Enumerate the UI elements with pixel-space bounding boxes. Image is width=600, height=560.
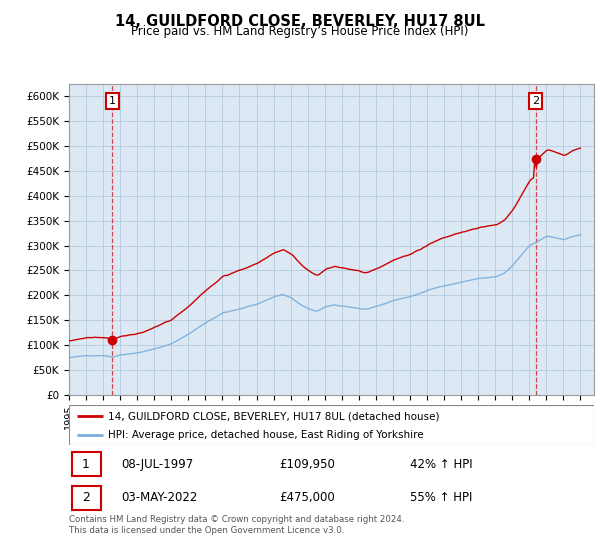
Text: 14, GUILDFORD CLOSE, BEVERLEY, HU17 8UL (detached house): 14, GUILDFORD CLOSE, BEVERLEY, HU17 8UL … xyxy=(109,411,440,421)
Text: 1: 1 xyxy=(109,96,116,106)
Text: 55% ↑ HPI: 55% ↑ HPI xyxy=(410,491,473,505)
Text: Contains HM Land Registry data © Crown copyright and database right 2024.
This d: Contains HM Land Registry data © Crown c… xyxy=(69,515,404,535)
Text: 14, GUILDFORD CLOSE, BEVERLEY, HU17 8UL: 14, GUILDFORD CLOSE, BEVERLEY, HU17 8UL xyxy=(115,14,485,29)
Text: HPI: Average price, detached house, East Riding of Yorkshire: HPI: Average price, detached house, East… xyxy=(109,430,424,440)
Bar xyxy=(71,452,101,477)
Text: 2: 2 xyxy=(82,491,90,505)
Text: 1: 1 xyxy=(82,458,90,471)
Text: £475,000: £475,000 xyxy=(279,491,335,505)
Text: 2: 2 xyxy=(532,96,539,106)
Bar xyxy=(71,486,101,510)
Text: 03-MAY-2022: 03-MAY-2022 xyxy=(121,491,198,505)
Text: Price paid vs. HM Land Registry’s House Price Index (HPI): Price paid vs. HM Land Registry’s House … xyxy=(131,25,469,38)
Text: 08-JUL-1997: 08-JUL-1997 xyxy=(121,458,194,471)
Text: £109,950: £109,950 xyxy=(279,458,335,471)
Text: 42% ↑ HPI: 42% ↑ HPI xyxy=(410,458,473,471)
